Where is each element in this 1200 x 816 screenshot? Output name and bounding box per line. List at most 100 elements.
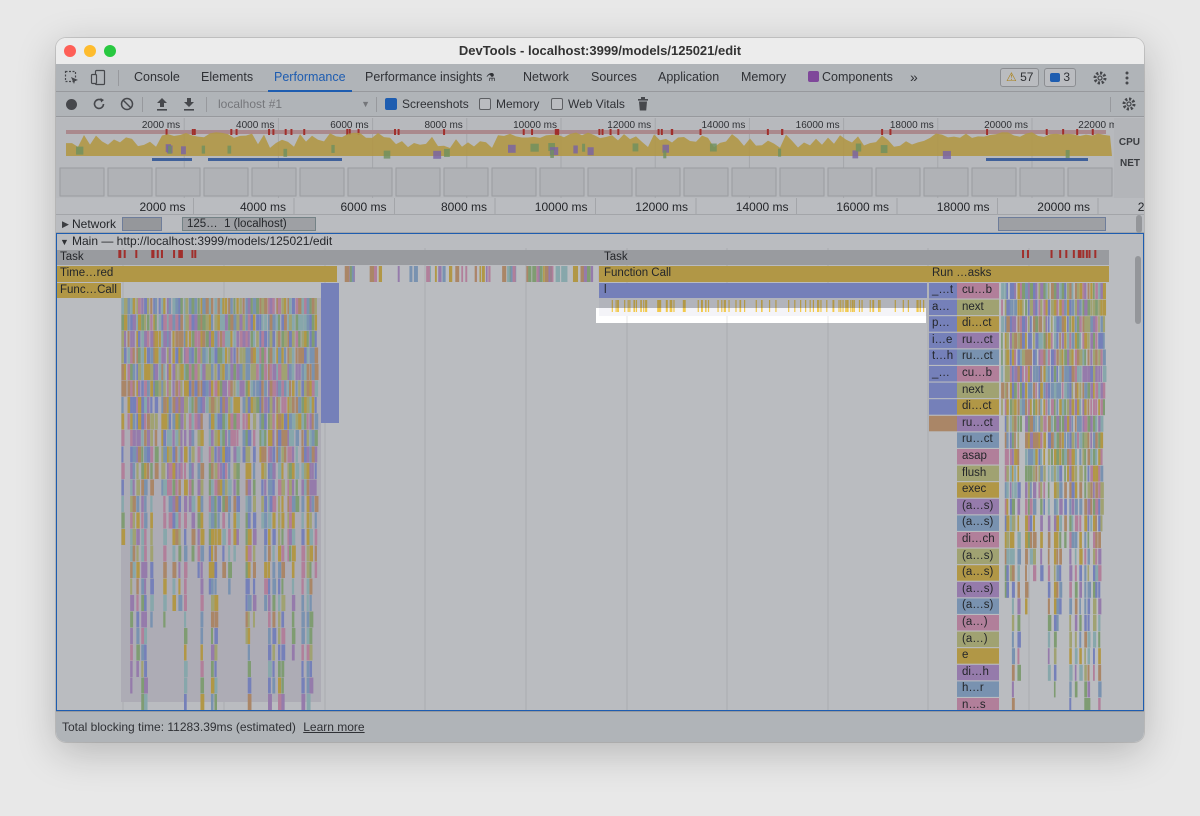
long-task-marker: [889, 129, 892, 135]
memory-checkbox[interactable]: Memory: [479, 92, 539, 117]
call-frame-label[interactable]: (a…): [962, 632, 988, 645]
call-frame-label[interactable]: asap: [962, 450, 987, 462]
flame-entry: [311, 380, 316, 397]
flame-entry: [281, 347, 284, 364]
flame-entry: [236, 331, 239, 347]
call-frame-label[interactable]: cu…b: [962, 367, 993, 379]
flame-entry-label[interactable]: Task: [60, 251, 84, 263]
flame-entry: [657, 300, 660, 312]
screenshots-checkbox[interactable]: Screenshots: [385, 92, 469, 117]
call-frame-label[interactable]: (a…s): [962, 599, 994, 612]
tab-performance[interactable]: Performance: [268, 64, 352, 92]
tab-console[interactable]: Console: [134, 70, 180, 84]
call-frame-label[interactable]: (a…s): [962, 499, 994, 512]
upload-profile-icon[interactable]: [155, 97, 169, 111]
flame-entry: [817, 300, 819, 312]
call-frame-label[interactable]: cu…b: [962, 284, 993, 296]
call-frame-label[interactable]: t…h: [932, 350, 954, 363]
call-frame-label[interactable]: ru…ct: [962, 433, 993, 446]
reload-record-icon[interactable]: [92, 97, 106, 111]
tab-sources[interactable]: Sources: [591, 70, 637, 84]
trash-icon[interactable]: [637, 97, 649, 111]
flame-entry-label[interactable]: Func…Call: [60, 284, 117, 296]
call-frame-label[interactable]: (a…s): [962, 516, 994, 529]
call-frame-label[interactable]: ru…ct: [962, 333, 993, 346]
flame-entry: [210, 595, 215, 611]
call-frame-label[interactable]: (a…s): [962, 566, 994, 579]
flame-entry: [168, 446, 173, 463]
flame-entry: [278, 595, 281, 611]
warnings-badge[interactable]: ⚠ 57: [1000, 68, 1040, 87]
clear-icon[interactable]: [120, 97, 134, 111]
learn-more-link[interactable]: Learn more: [303, 720, 365, 734]
call-frame-label[interactable]: (a…s): [962, 582, 994, 595]
call-frame-label[interactable]: di…ch: [962, 533, 995, 545]
call-frame-label[interactable]: flush: [962, 466, 987, 479]
call-frame-label[interactable]: n…s: [962, 699, 986, 711]
call-frame-label[interactable]: di…ct: [962, 400, 992, 413]
main-thread-track[interactable]: ▼ Main — http://localhost:3999/models/12…: [56, 233, 1144, 711]
network-request-bar[interactable]: [122, 217, 162, 231]
flame-entry: [228, 545, 231, 562]
download-profile-icon[interactable]: [182, 97, 196, 111]
network-request-bar[interactable]: [998, 217, 1106, 231]
call-frame-label[interactable]: next: [962, 383, 984, 396]
network-request-bar[interactable]: 125… 1 (localhost): [182, 217, 316, 231]
flame-entry: [1009, 565, 1013, 582]
call-frame-label[interactable]: p…: [932, 317, 950, 330]
call-frame-label[interactable]: (a…s): [962, 549, 994, 562]
flame-entry: [180, 413, 184, 430]
selected-entry-label[interactable]: l: [604, 284, 607, 296]
call-frame-label[interactable]: _…t: [932, 284, 954, 296]
record-icon[interactable]: [66, 99, 77, 110]
expand-triangle-icon[interactable]: ▶: [62, 219, 69, 229]
call-frame-label[interactable]: i…e: [932, 333, 953, 346]
inspect-element-icon[interactable]: [64, 70, 80, 86]
function-call-entry-label[interactable]: Function Call: [604, 267, 672, 279]
call-frame-label[interactable]: di…ct: [962, 317, 992, 330]
flame-entry: [1098, 581, 1101, 598]
target-select[interactable]: localhost #1 ▼: [218, 92, 370, 117]
flame-entry: [919, 300, 921, 312]
flame-entry-label[interactable]: Time…red: [60, 267, 114, 279]
network-track[interactable]: ▶ Network 125… 1 (localhost): [56, 215, 1144, 233]
ruler-tick-label: 8000 ms: [441, 200, 487, 214]
close-window-button[interactable]: [64, 45, 76, 57]
call-frame-label[interactable]: di…h: [962, 665, 989, 678]
timeline-overview[interactable]: 2000 ms 4000 ms 6000 ms 8000 ms 10000 ms 1200…: [56, 118, 1144, 198]
zoom-window-button[interactable]: [104, 45, 116, 57]
capture-settings-gear-icon[interactable]: [1121, 96, 1137, 112]
call-frame-label[interactable]: (a…): [962, 616, 988, 628]
minimize-window-button[interactable]: [84, 45, 96, 57]
call-frame-label[interactable]: _…: [932, 367, 950, 379]
run-tasks-entry-label[interactable]: Run …asks: [932, 267, 992, 279]
flame-entry: [1017, 498, 1021, 515]
settings-gear-icon[interactable]: [1092, 70, 1108, 86]
tab-components[interactable]: Components: [808, 64, 893, 92]
call-frame-label[interactable]: ru…ct: [962, 416, 993, 429]
call-frame-label[interactable]: ru…ct: [962, 350, 993, 363]
flame-entry: [144, 397, 149, 413]
call-frame-label[interactable]: exec: [962, 483, 987, 496]
more-tabs-button[interactable]: »: [910, 69, 918, 85]
messages-badge[interactable]: 3: [1044, 68, 1077, 87]
call-frame-label[interactable]: a…: [932, 300, 950, 313]
tab-application[interactable]: Application: [658, 70, 720, 84]
web-vitals-checkbox[interactable]: Web Vitals: [551, 92, 625, 117]
tab-memory[interactable]: Memory: [741, 70, 787, 84]
task-entry-label[interactable]: Task: [604, 251, 628, 263]
scrollbar-thumb[interactable]: [1136, 215, 1142, 233]
flame-entry: [272, 529, 276, 545]
tab-elements[interactable]: Elements: [201, 70, 254, 84]
kebab-menu-icon[interactable]: [1124, 70, 1130, 86]
flame-entry: [264, 496, 268, 512]
tab-network[interactable]: Network: [523, 70, 569, 84]
collapse-triangle-icon[interactable]: ▼: [60, 237, 69, 247]
call-frame-label[interactable]: h…r: [962, 682, 984, 695]
call-frame-label[interactable]: e: [962, 649, 969, 662]
device-toolbar-icon[interactable]: [90, 69, 106, 86]
flame-entry: [188, 331, 191, 347]
tab-performance-insights[interactable]: Performance insights ⚗: [365, 64, 496, 92]
call-frame-label[interactable]: next: [962, 300, 984, 313]
scrollbar-thumb[interactable]: [1135, 256, 1141, 324]
